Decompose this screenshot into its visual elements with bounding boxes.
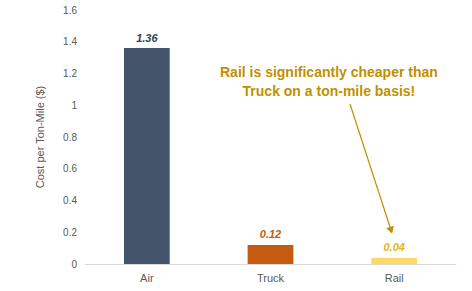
svg-text:1.6: 1.6 [63, 5, 77, 16]
svg-text:Rail: Rail [385, 272, 404, 284]
svg-text:0.6: 0.6 [63, 163, 77, 174]
svg-text:0.8: 0.8 [63, 132, 77, 143]
svg-text:0.04: 0.04 [383, 241, 404, 253]
svg-text:Truck on a ton-mile basis!: Truck on a ton-mile basis! [243, 83, 416, 99]
svg-text:0.4: 0.4 [63, 195, 77, 206]
svg-text:1.4: 1.4 [63, 36, 77, 47]
svg-text:0.2: 0.2 [63, 227, 77, 238]
svg-text:1: 1 [71, 100, 77, 111]
svg-text:1.36: 1.36 [136, 32, 158, 44]
svg-text:Truck: Truck [257, 272, 285, 284]
svg-text:Air: Air [140, 272, 154, 284]
svg-text:Rail is significantly cheaper: Rail is significantly cheaper than [220, 64, 438, 80]
svg-text:Cost per Ton-Mile ($): Cost per Ton-Mile ($) [34, 86, 46, 189]
svg-text:0: 0 [71, 259, 77, 270]
svg-text:1.2: 1.2 [63, 68, 77, 79]
svg-text:0.12: 0.12 [260, 228, 281, 240]
